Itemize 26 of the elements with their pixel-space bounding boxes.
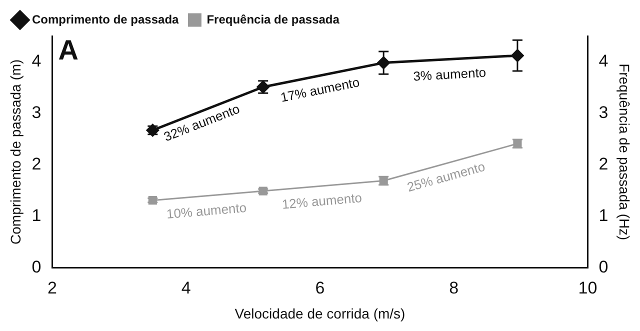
x-tick-label: 2 <box>48 278 57 298</box>
x-tick-label: 8 <box>449 278 459 298</box>
annotation: A <box>58 34 78 66</box>
x-tick-label: 6 <box>315 278 325 298</box>
y-tick-label: 1 <box>32 206 42 225</box>
y2-tick-label: 1 <box>598 206 608 225</box>
x-tick-label: 10 <box>578 278 598 298</box>
y-tick-label: 2 <box>32 154 42 174</box>
annotation: 10% aumento <box>166 200 248 222</box>
y-axis-title: Comprimento de passada (m) <box>7 59 24 244</box>
legend-label: Frequência de passada <box>206 12 340 26</box>
annotation: 17% aumento <box>279 74 361 105</box>
y2-tick-label: 2 <box>598 154 608 174</box>
x-axis-title: Velocidade de corrida (m/s) <box>234 305 406 322</box>
y-tick-label: 4 <box>32 51 42 70</box>
annotation: 25% aumento <box>405 158 487 195</box>
annotation: 12% aumento <box>281 190 363 212</box>
y2-axis-title: Frequência de passada (Hz) <box>616 64 633 240</box>
y-tick-label: 0 <box>32 257 42 276</box>
y2-tick-label: 0 <box>598 257 608 276</box>
x-tick-label: 4 <box>181 278 191 298</box>
y-tick-label: 3 <box>32 102 42 122</box>
y2-tick-label: 3 <box>598 102 608 122</box>
legend-label: Comprimento de passada <box>32 12 180 26</box>
y2-tick-label: 4 <box>598 51 608 70</box>
annotation: 3% aumento <box>412 64 486 84</box>
